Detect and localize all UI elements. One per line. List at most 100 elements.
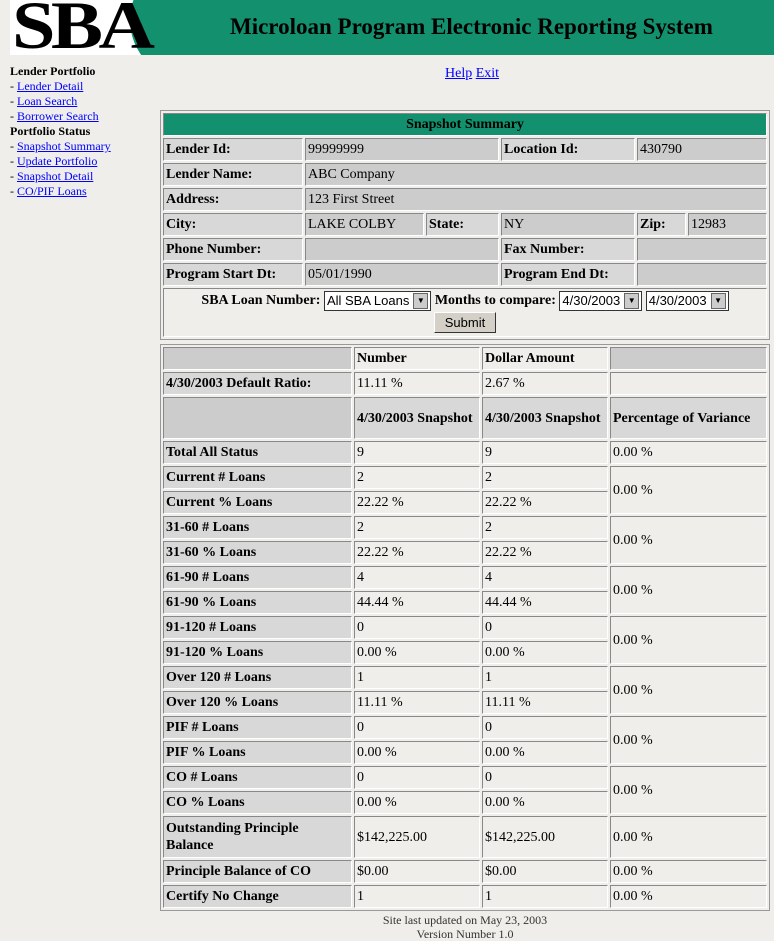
header-dollar: Dollar Amount bbox=[482, 347, 608, 370]
row-label: Total All Status bbox=[163, 441, 352, 464]
table-row: 61-90 % Loans 44.44 % 44.44 % bbox=[163, 591, 767, 614]
snapshot-1-value: 0 bbox=[354, 616, 480, 639]
dropdown-arrow-icon: ▼ bbox=[710, 293, 726, 310]
page-title: Microloan Program Electronic Reporting S… bbox=[230, 14, 713, 39]
city-label: City: bbox=[163, 213, 303, 236]
month2-select[interactable]: 4/30/2003 ▼ bbox=[645, 290, 729, 312]
sidebar-nav: Lender Portfolio - Lender Detail - Loan … bbox=[10, 64, 111, 198]
submit-button[interactable]: Submit bbox=[433, 312, 497, 333]
location-id-label: Location Id: bbox=[501, 138, 635, 161]
nav-snapshot-summary[interactable]: Snapshot Summary bbox=[17, 139, 111, 153]
default-ratio-number: 11.11 % bbox=[354, 372, 480, 395]
row-label: 31-60 # Loans bbox=[163, 516, 352, 539]
snapshot-2-value: 0.00 % bbox=[482, 641, 608, 664]
sba-logo: SBA bbox=[10, 0, 175, 55]
snapshot-2-value: 2 bbox=[482, 466, 608, 489]
variance-value: 0.00 % bbox=[610, 666, 767, 714]
variance-value: 0.00 % bbox=[610, 716, 767, 764]
filter-form: SBA Loan Number: All SBA Loans ▼ Months t… bbox=[163, 288, 767, 337]
program-start-label: Program Start Dt: bbox=[163, 263, 303, 286]
table-row: Outstanding Principle Balance $142,225.00… bbox=[163, 816, 767, 858]
snapshot-1-value: $0.00 bbox=[354, 860, 480, 883]
address-label: Address: bbox=[163, 188, 303, 211]
snapshot-1-value: 0 bbox=[354, 716, 480, 739]
state-value: NY bbox=[501, 213, 635, 236]
row-label: 61-90 % Loans bbox=[163, 591, 352, 614]
default-ratio-dollar: 2.67 % bbox=[482, 372, 608, 395]
footer-updated: Site last updated on May 23, 2003 bbox=[382, 913, 548, 927]
variance-value: 0.00 % bbox=[610, 885, 767, 908]
lender-id-value: 99999999 bbox=[305, 138, 499, 161]
snapshot-1-value: 0.00 % bbox=[354, 791, 480, 814]
snapshot-1-value: 22.22 % bbox=[354, 491, 480, 514]
header-number: Number bbox=[354, 347, 480, 370]
snapshot-2-value: 0 bbox=[482, 766, 608, 789]
table-row: Current # Loans 2 2 0.00 % bbox=[163, 466, 767, 514]
variance-value: 0.00 % bbox=[610, 816, 767, 858]
dropdown-arrow-icon: ▼ bbox=[413, 293, 429, 310]
snapshot-table: Number Dollar Amount 4/30/2003 Default Ra… bbox=[160, 344, 770, 911]
nav-snapshot-detail[interactable]: Snapshot Detail bbox=[17, 169, 94, 183]
nav-section-title: Lender Portfolio bbox=[10, 64, 96, 78]
header-snapshot-1: 4/30/2003 Snapshot bbox=[354, 397, 480, 439]
exit-link[interactable]: Exit bbox=[475, 66, 500, 81]
zip-value: 12983 bbox=[688, 213, 767, 236]
variance-value: 0.00 % bbox=[610, 441, 767, 464]
snapshot-1-value: 22.22 % bbox=[354, 541, 480, 564]
city-value: LAKE COLBY bbox=[305, 213, 424, 236]
month1-select[interactable]: 4/30/2003 ▼ bbox=[559, 290, 643, 312]
loan-number-select[interactable]: All SBA Loans ▼ bbox=[323, 290, 432, 312]
snapshot-1-value: 0 bbox=[354, 766, 480, 789]
nav-update-portfolio[interactable]: Update Portfolio bbox=[17, 154, 98, 168]
snapshot-2-value: $0.00 bbox=[482, 860, 608, 883]
default-ratio-label: 4/30/2003 Default Ratio: bbox=[163, 372, 352, 395]
snapshot-1-value: 1 bbox=[354, 666, 480, 689]
zip-label: Zip: bbox=[637, 213, 686, 236]
help-link[interactable]: Help bbox=[445, 66, 473, 81]
lender-id-label: Lender Id: bbox=[163, 138, 303, 161]
snapshot-2-value: 9 bbox=[482, 441, 608, 464]
row-label: CO % Loans bbox=[163, 791, 352, 814]
snapshot-1-value: 1 bbox=[354, 885, 480, 908]
variance-value: 0.00 % bbox=[610, 860, 767, 883]
snapshot-2-value: 0.00 % bbox=[482, 791, 608, 814]
snapshot-2-value: 11.11 % bbox=[482, 691, 608, 714]
snapshot-1-value: $142,225.00 bbox=[354, 816, 480, 858]
nav-borrower-search[interactable]: Borrower Search bbox=[17, 109, 99, 123]
variance-value: 0.00 % bbox=[610, 616, 767, 664]
snapshot-1-value: 44.44 % bbox=[354, 591, 480, 614]
phone-value bbox=[305, 238, 499, 261]
snapshot-2-value: 1 bbox=[482, 666, 608, 689]
snapshot-2-value: 1 bbox=[482, 885, 608, 908]
header-snapshot-2: 4/30/2003 Snapshot bbox=[482, 397, 608, 439]
snapshot-2-value: 0.00 % bbox=[482, 741, 608, 764]
lender-name-label: Lender Name: bbox=[163, 163, 303, 186]
snapshot-2-value: 4 bbox=[482, 566, 608, 589]
table-row: 91-120 % Loans 0.00 % 0.00 % bbox=[163, 641, 767, 664]
footer: Site last updated on May 23, 2003 Version… bbox=[160, 913, 770, 941]
lender-info-table: Snapshot Summary Lender Id: 99999999 Locat… bbox=[160, 110, 770, 340]
footer-version: Version Number 1.0 bbox=[416, 927, 514, 941]
snapshot-1-value: 9 bbox=[354, 441, 480, 464]
row-label: 91-120 % Loans bbox=[163, 641, 352, 664]
variance-value: 0.00 % bbox=[610, 466, 767, 514]
loan-number-label: SBA Loan Number: bbox=[201, 293, 321, 308]
table-row: 31-60 % Loans 22.22 % 22.22 % bbox=[163, 541, 767, 564]
row-label: PIF # Loans bbox=[163, 716, 352, 739]
row-label: Over 120 # Loans bbox=[163, 666, 352, 689]
fax-label: Fax Number: bbox=[501, 238, 635, 261]
row-label: Principle Balance of CO bbox=[163, 860, 352, 883]
table-row: PIF # Loans 0 0 0.00 % bbox=[163, 716, 767, 764]
state-label: State: bbox=[426, 213, 499, 236]
nav-lender-detail[interactable]: Lender Detail bbox=[17, 79, 84, 93]
table-row: Over 120 % Loans 11.11 % 11.11 % bbox=[163, 691, 767, 714]
snapshot-1-value: 0.00 % bbox=[354, 741, 480, 764]
nav-loan-search[interactable]: Loan Search bbox=[17, 94, 78, 108]
nav-co-pif-loans[interactable]: CO/PIF Loans bbox=[17, 184, 87, 198]
table-row: Principle Balance of CO $0.00 $0.00 0.00 % bbox=[163, 860, 767, 883]
variance-value: 0.00 % bbox=[610, 766, 767, 814]
row-label: Current % Loans bbox=[163, 491, 352, 514]
row-label: Certify No Change bbox=[163, 885, 352, 908]
snapshot-2-value: 44.44 % bbox=[482, 591, 608, 614]
row-label: CO # Loans bbox=[163, 766, 352, 789]
